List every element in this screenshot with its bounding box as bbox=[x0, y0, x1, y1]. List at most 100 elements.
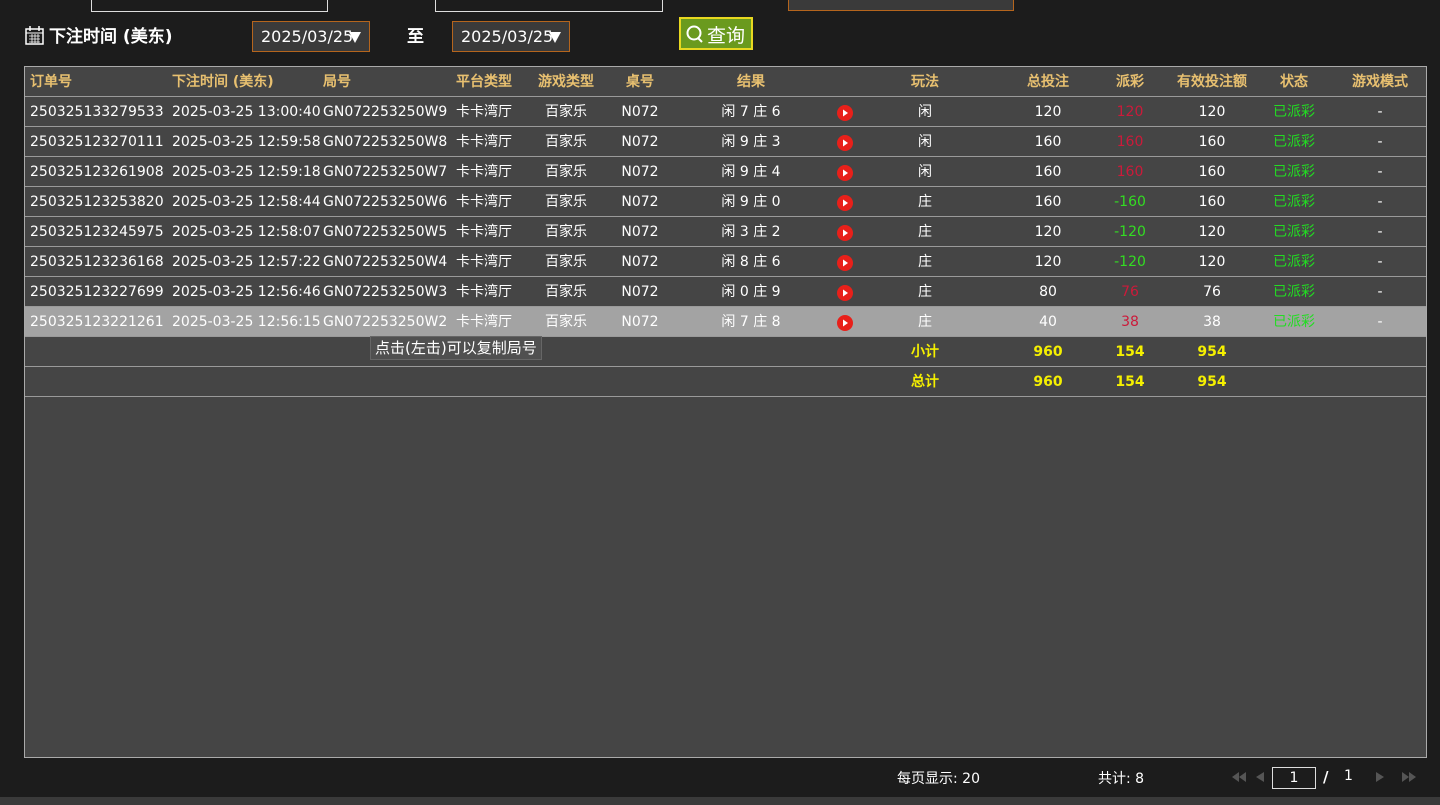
game-mode: - bbox=[1377, 284, 1383, 300]
result: 闲 7 庄 8 bbox=[721, 314, 781, 330]
row-divider bbox=[25, 96, 1426, 97]
game-type: 百家乐 bbox=[545, 254, 587, 270]
result: 闲 9 庄 0 bbox=[721, 194, 781, 210]
order-id: 250325133279533 bbox=[30, 104, 164, 120]
order-id: 250325123261908 bbox=[30, 164, 164, 180]
page-input[interactable]: 1 bbox=[1272, 767, 1316, 789]
payout: 76 bbox=[1121, 284, 1139, 300]
round-id[interactable]: GN072253250W2 bbox=[323, 314, 448, 330]
column-header: 结果 bbox=[737, 74, 765, 90]
bet-time: 2025-03-25 12:57:22 bbox=[172, 254, 321, 270]
row-divider bbox=[25, 216, 1426, 217]
video-play-icon[interactable] bbox=[837, 255, 853, 271]
platform: 卡卡湾厅 bbox=[456, 284, 512, 300]
play: 闲 bbox=[918, 164, 932, 180]
dropdown-arrow bbox=[349, 32, 361, 43]
total-label: 总计 bbox=[911, 374, 939, 390]
valid-bet: 76 bbox=[1203, 284, 1221, 300]
play: 庄 bbox=[918, 284, 932, 300]
date-from[interactable]: 2025/03/25 bbox=[252, 21, 370, 52]
row-divider bbox=[25, 306, 1426, 307]
valid-bet: 160 bbox=[1198, 194, 1226, 210]
order-id: 250325123270111 bbox=[30, 134, 164, 150]
game-type: 百家乐 bbox=[545, 284, 587, 300]
play: 庄 bbox=[918, 224, 932, 240]
game-type: 百家乐 bbox=[545, 314, 587, 330]
total-bet: 80 bbox=[1039, 284, 1057, 300]
video-play-icon[interactable] bbox=[837, 285, 853, 301]
platform: 卡卡湾厅 bbox=[456, 224, 512, 240]
column-header: 总投注 bbox=[1027, 74, 1069, 90]
row-divider bbox=[25, 276, 1426, 277]
platform: 卡卡湾厅 bbox=[456, 254, 512, 270]
game-type: 百家乐 bbox=[545, 104, 587, 120]
bet-time: 2025-03-25 12:56:15 bbox=[172, 314, 321, 330]
game-mode: - bbox=[1377, 104, 1383, 120]
total-bet: 160 bbox=[1034, 164, 1062, 180]
column-header: 状态 bbox=[1280, 74, 1308, 90]
select[interactable] bbox=[788, 0, 1014, 11]
video-play-icon[interactable] bbox=[837, 105, 853, 121]
platform: 卡卡湾厅 bbox=[456, 104, 512, 120]
input[interactable] bbox=[91, 0, 328, 12]
column-header: 派彩 bbox=[1116, 74, 1144, 90]
status: 已派彩 bbox=[1273, 104, 1315, 120]
bet-time-label: 下注时间 (美东) bbox=[49, 27, 173, 47]
game-mode: - bbox=[1377, 134, 1383, 150]
round-id[interactable]: GN072253250W8 bbox=[323, 134, 448, 150]
column-header: 订单号 bbox=[30, 74, 72, 90]
round-id[interactable]: GN072253250W7 bbox=[323, 164, 448, 180]
column-header: 有效投注额 bbox=[1177, 74, 1247, 90]
order-id: 250325123253820 bbox=[30, 194, 164, 210]
result: 闲 3 庄 2 bbox=[721, 224, 781, 240]
game-type: 百家乐 bbox=[545, 224, 587, 240]
table-id: N072 bbox=[621, 224, 659, 240]
next-last-buttons[interactable] bbox=[1374, 770, 1418, 784]
round-id[interactable]: GN072253250W9 bbox=[323, 104, 448, 120]
platform: 卡卡湾厅 bbox=[456, 164, 512, 180]
payout: 38 bbox=[1121, 314, 1139, 330]
round-id[interactable]: GN072253250W6 bbox=[323, 194, 448, 210]
row-hover[interactable] bbox=[25, 307, 1426, 337]
query-text: 查询 bbox=[707, 25, 746, 47]
total-bet: 40 bbox=[1039, 314, 1057, 330]
first-prev-buttons[interactable] bbox=[1230, 770, 1270, 784]
result: 闲 9 庄 4 bbox=[721, 164, 781, 180]
video-play-icon[interactable] bbox=[837, 165, 853, 181]
total-bet: 120 bbox=[1034, 104, 1062, 120]
total-payout: 154 bbox=[1115, 374, 1145, 390]
bet-time: 2025-03-25 12:58:07 bbox=[172, 224, 321, 240]
payout: 160 bbox=[1116, 164, 1144, 180]
date-to[interactable]: 2025/03/25 bbox=[452, 21, 570, 52]
total-bet: 160 bbox=[1034, 194, 1062, 210]
result: 闲 0 庄 9 bbox=[721, 284, 781, 300]
video-play-icon[interactable] bbox=[837, 225, 853, 241]
input[interactable] bbox=[435, 0, 663, 12]
order-id: 250325123221261 bbox=[30, 314, 164, 330]
payout: 120 bbox=[1116, 104, 1144, 120]
column-header: 玩法 bbox=[911, 74, 939, 90]
bet-time: 2025-03-25 12:56:46 bbox=[172, 284, 321, 300]
platform: 卡卡湾厅 bbox=[456, 314, 512, 330]
video-play-icon[interactable] bbox=[837, 135, 853, 151]
table-id: N072 bbox=[621, 284, 659, 300]
table-id: N072 bbox=[621, 134, 659, 150]
video-play-icon[interactable] bbox=[837, 315, 853, 331]
bet-time: 2025-03-25 12:59:58 bbox=[172, 134, 321, 150]
video-play-icon[interactable] bbox=[837, 195, 853, 211]
table-id: N072 bbox=[621, 194, 659, 210]
round-id[interactable]: GN072253250W5 bbox=[323, 224, 448, 240]
table-id: N072 bbox=[621, 164, 659, 180]
status: 已派彩 bbox=[1273, 164, 1315, 180]
table-id: N072 bbox=[621, 254, 659, 270]
play: 庄 bbox=[918, 254, 932, 270]
record-count: 共计: 8 bbox=[1098, 771, 1145, 787]
subtotal-payout: 154 bbox=[1115, 344, 1145, 360]
valid-bet: 120 bbox=[1198, 254, 1226, 270]
valid-bet: 38 bbox=[1203, 314, 1221, 330]
result: 闲 7 庄 6 bbox=[721, 104, 781, 120]
query-button[interactable]: 查询 bbox=[679, 17, 753, 50]
round-id[interactable]: GN072253250W4 bbox=[323, 254, 448, 270]
subtotal-valid: 954 bbox=[1197, 344, 1227, 360]
round-id[interactable]: GN072253250W3 bbox=[323, 284, 448, 300]
